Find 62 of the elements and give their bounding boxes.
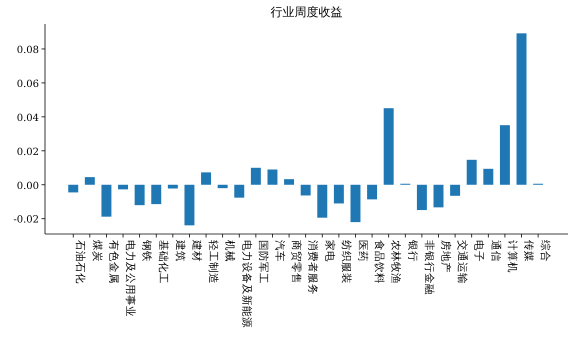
y-tick-label: 0.04 <box>16 112 39 124</box>
bar <box>367 184 378 200</box>
x-tick-label: 基础化工 <box>157 240 170 284</box>
bar <box>483 168 494 185</box>
bar <box>267 169 278 185</box>
x-tick-label: 煤炭 <box>90 240 104 262</box>
x-tick-label: 通信 <box>489 240 502 262</box>
bar <box>317 184 328 218</box>
x-tick-label: 电力设备及新能源 <box>240 240 254 328</box>
y-tick-label: 0.02 <box>16 146 39 158</box>
x-tick-label: 有色金属 <box>107 240 120 284</box>
bar <box>516 33 526 185</box>
x-tick-label: 医药 <box>356 240 370 262</box>
x-tick-label: 商贸零售 <box>290 240 304 284</box>
x-tick-label: 汽车 <box>273 240 286 262</box>
bar <box>334 184 344 204</box>
bar <box>134 184 145 206</box>
x-tick-label: 食品饮料 <box>373 240 386 284</box>
bar <box>250 168 261 185</box>
bar <box>284 179 294 185</box>
x-tick-label: 房地产 <box>439 240 452 273</box>
bar <box>84 177 95 185</box>
bar <box>384 108 394 185</box>
bar <box>151 184 162 204</box>
bar <box>500 125 510 185</box>
chart-title: 行业周度收益 <box>270 5 342 19</box>
x-tick-label: 国防军工 <box>256 240 270 284</box>
bar <box>350 184 360 222</box>
x-tick-label: 纺织服装 <box>340 240 353 284</box>
bar <box>466 160 477 185</box>
x-tick-label: 农林牧渔 <box>390 240 403 284</box>
x-tick-label: 机械 <box>224 240 237 262</box>
bar <box>68 184 78 192</box>
x-tick-label: 电子 <box>472 240 486 262</box>
x-tick-label: 非银行金融 <box>422 240 436 295</box>
x-tick-label: 钢铁 <box>140 239 153 262</box>
x-tick-label: 轻工制造 <box>207 240 220 284</box>
x-tick-label: 传媒 <box>522 240 535 262</box>
bar <box>184 184 194 226</box>
bar <box>168 184 178 189</box>
bar <box>300 184 311 196</box>
x-tick-label: 交通运输 <box>456 240 470 284</box>
bar <box>234 184 244 198</box>
bar <box>201 172 212 185</box>
bar <box>118 184 128 190</box>
x-tick-label: 电力及公用事业 <box>124 240 138 317</box>
x-tick-label: 建筑 <box>174 239 187 262</box>
x-tick-label: 家电 <box>323 240 336 262</box>
y-tick-label: 0.00 <box>16 180 39 192</box>
x-tick-label: 建材 <box>190 239 204 262</box>
bar <box>434 184 444 208</box>
x-tick-label: 计算机 <box>506 240 519 273</box>
bar <box>101 184 112 217</box>
y-tick-label: -0.02 <box>13 214 39 226</box>
y-tick-label: 0.08 <box>16 44 39 56</box>
bar <box>450 184 460 196</box>
x-tick-label: 石油石化 <box>74 240 88 284</box>
x-tick-label: 消费者服务 <box>306 240 320 295</box>
bar <box>416 184 427 210</box>
y-tick-label: 0.06 <box>16 78 39 90</box>
x-tick-label: 综合 <box>539 240 552 262</box>
x-tick-label: 银行 <box>406 239 418 262</box>
